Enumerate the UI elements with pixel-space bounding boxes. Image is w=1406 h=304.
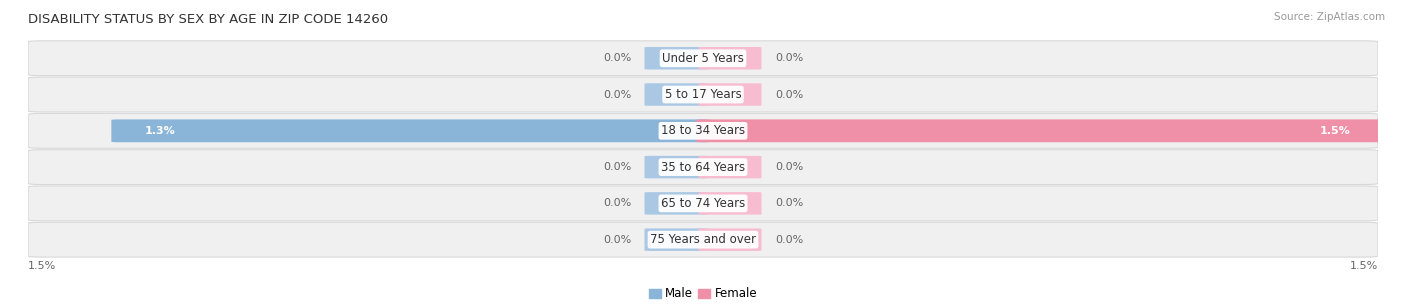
Text: 0.0%: 0.0%	[603, 199, 631, 208]
Text: 0.0%: 0.0%	[775, 53, 803, 63]
FancyBboxPatch shape	[644, 228, 707, 251]
Text: 0.0%: 0.0%	[775, 199, 803, 208]
Text: 0.0%: 0.0%	[775, 162, 803, 172]
FancyBboxPatch shape	[28, 186, 1378, 221]
FancyBboxPatch shape	[28, 41, 1378, 76]
Text: 1.5%: 1.5%	[28, 261, 56, 271]
FancyBboxPatch shape	[699, 192, 762, 215]
Text: 1.3%: 1.3%	[145, 126, 176, 136]
FancyBboxPatch shape	[111, 119, 710, 142]
Text: 5 to 17 Years: 5 to 17 Years	[665, 88, 741, 101]
Text: 1.5%: 1.5%	[1350, 261, 1378, 271]
Text: 65 to 74 Years: 65 to 74 Years	[661, 197, 745, 210]
Legend: Male, Female: Male, Female	[644, 283, 762, 304]
FancyBboxPatch shape	[699, 47, 762, 70]
Text: 0.0%: 0.0%	[775, 235, 803, 245]
FancyBboxPatch shape	[644, 83, 707, 106]
FancyBboxPatch shape	[699, 83, 762, 106]
FancyBboxPatch shape	[28, 77, 1378, 112]
Text: 0.0%: 0.0%	[775, 90, 803, 99]
Text: 75 Years and over: 75 Years and over	[650, 233, 756, 246]
FancyBboxPatch shape	[696, 119, 1385, 142]
FancyBboxPatch shape	[644, 192, 707, 215]
FancyBboxPatch shape	[644, 47, 707, 70]
FancyBboxPatch shape	[699, 228, 762, 251]
Text: Under 5 Years: Under 5 Years	[662, 52, 744, 65]
FancyBboxPatch shape	[644, 156, 707, 178]
Text: 0.0%: 0.0%	[603, 235, 631, 245]
Text: Source: ZipAtlas.com: Source: ZipAtlas.com	[1274, 12, 1385, 22]
Text: 0.0%: 0.0%	[603, 53, 631, 63]
Text: DISABILITY STATUS BY SEX BY AGE IN ZIP CODE 14260: DISABILITY STATUS BY SEX BY AGE IN ZIP C…	[28, 12, 388, 26]
Text: 1.5%: 1.5%	[1320, 126, 1351, 136]
FancyBboxPatch shape	[28, 222, 1378, 257]
FancyBboxPatch shape	[28, 150, 1378, 185]
Text: 18 to 34 Years: 18 to 34 Years	[661, 124, 745, 137]
FancyBboxPatch shape	[699, 156, 762, 178]
Text: 35 to 64 Years: 35 to 64 Years	[661, 161, 745, 174]
FancyBboxPatch shape	[28, 113, 1378, 148]
Text: 0.0%: 0.0%	[603, 162, 631, 172]
Text: 0.0%: 0.0%	[603, 90, 631, 99]
